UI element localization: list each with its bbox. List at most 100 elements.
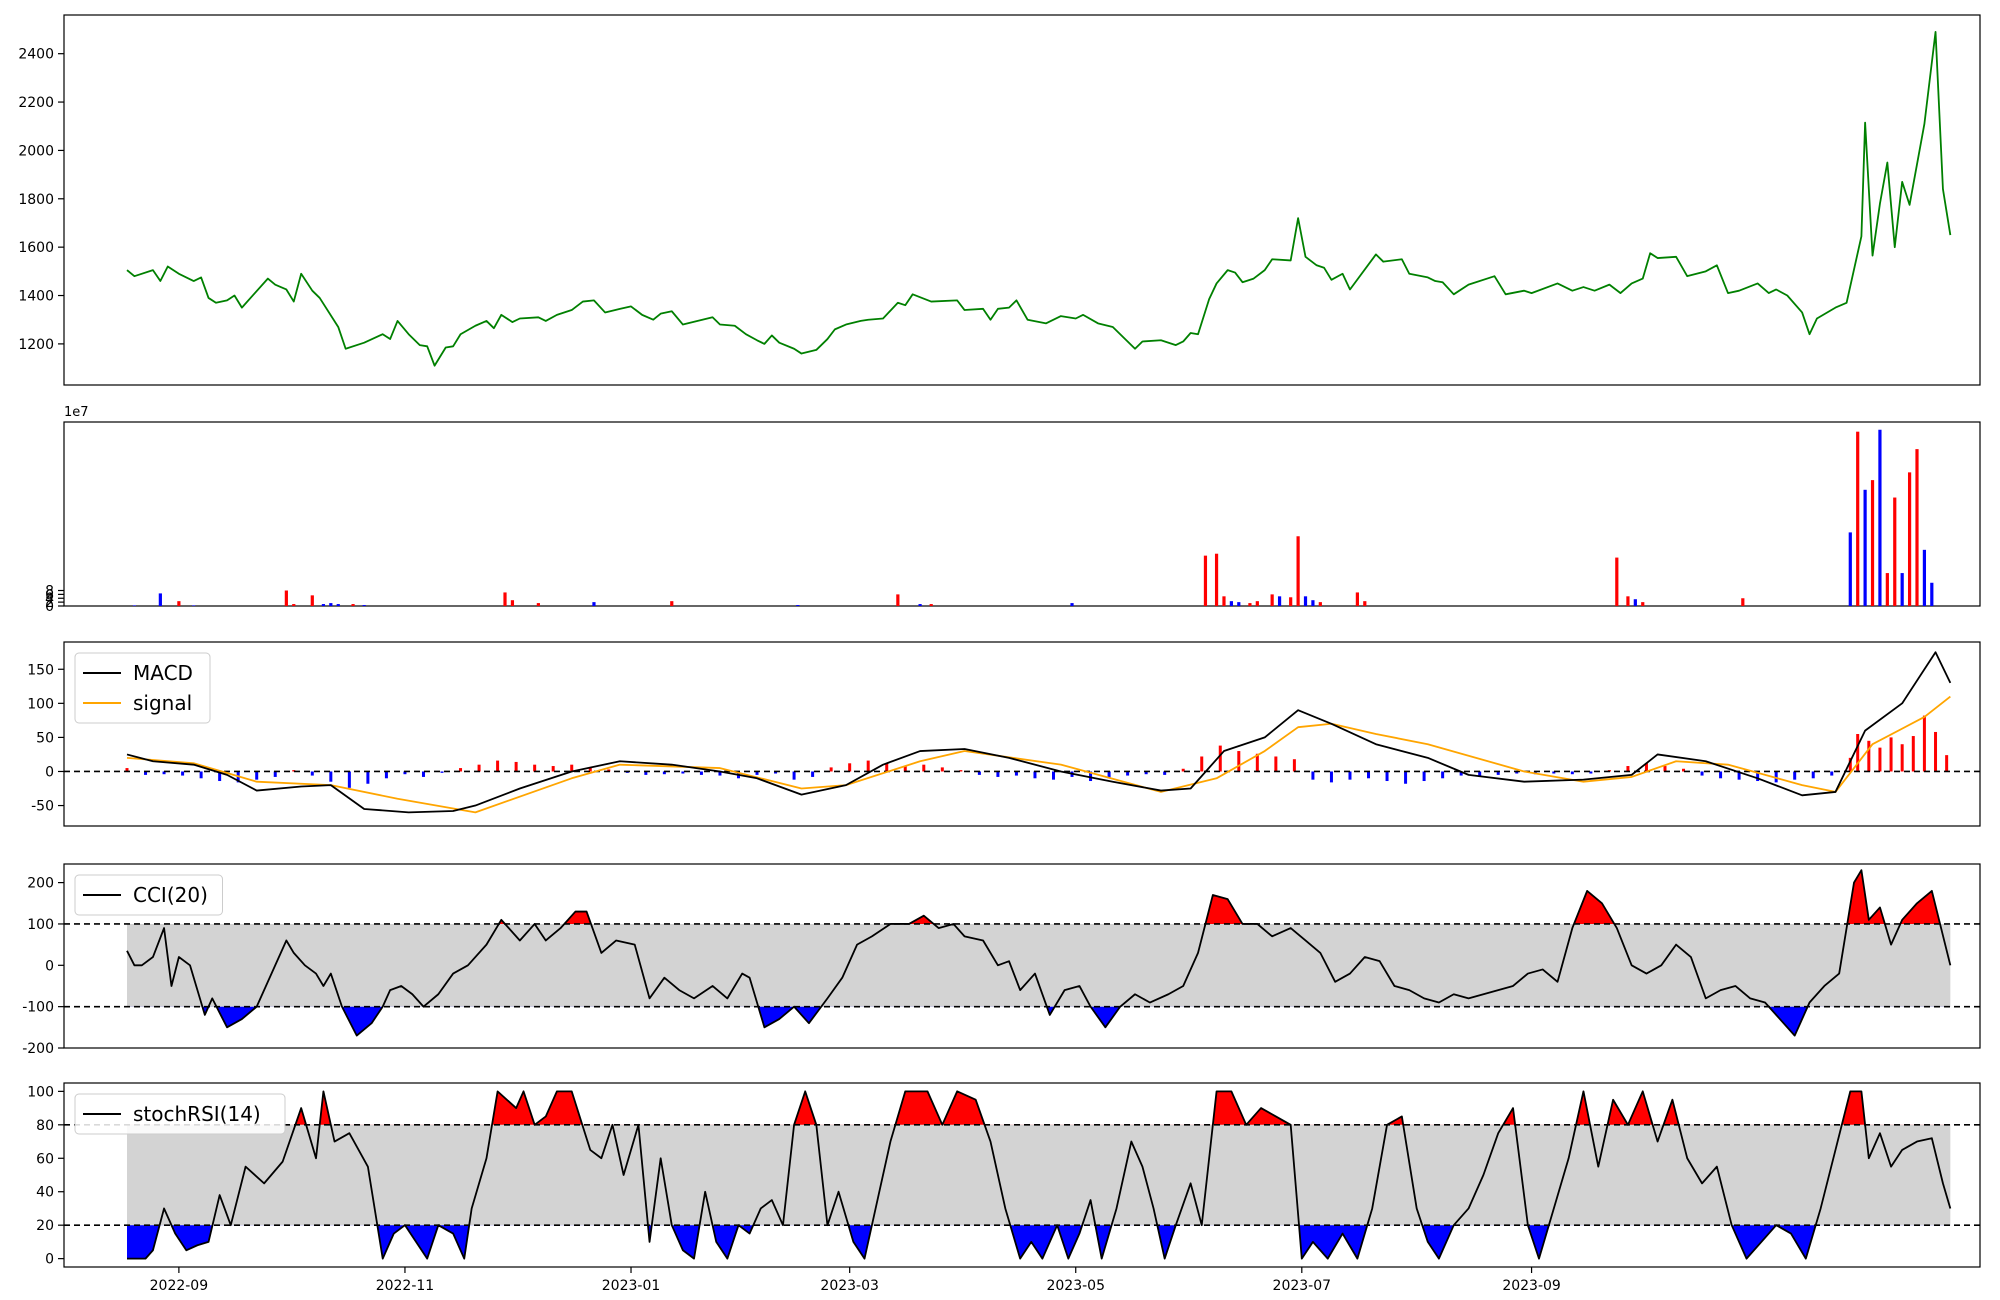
cci-ytick-label: 100 [27,917,54,933]
volume-ytick-label: 2 [45,595,54,611]
macd-histogram-bar [1144,771,1148,775]
volume-bar [1626,596,1630,606]
price-line [126,31,1952,367]
macd-histogram-bar [1663,766,1667,772]
volume-bar [1070,603,1074,606]
price-ytick-label: 1200 [18,337,54,353]
macd-histogram-bar [144,771,148,775]
macd-histogram-bar [533,764,537,772]
macd-histogram-bar [1570,771,1574,775]
macd-histogram-bar [1811,771,1815,779]
macd-histogram-bar [681,771,685,774]
macd-histogram-bar [903,766,907,772]
macd-histogram-bar [1848,757,1852,772]
macd-histogram-bar [1934,731,1938,772]
macd-histogram-bar [1126,771,1130,776]
volume-bar [1930,582,1934,606]
volume-bar [1615,557,1619,606]
macd-histogram-bar [1089,771,1093,782]
macd-histogram-bar [1404,771,1408,784]
volume-bar [1900,573,1904,606]
stochrsi-band [127,1124,1951,1226]
macd-histogram-bar [1552,771,1556,774]
macd-histogram-bar [496,760,500,772]
volume-bar [177,601,181,606]
macd-histogram-bar [403,771,407,775]
macd-histogram-bar [718,771,722,776]
stochrsi-ytick-label: 20 [36,1218,54,1234]
macd-histogram-bar [1700,771,1704,776]
xtick-label: 2022-09 [150,1278,209,1294]
macd-histogram-bar [1329,771,1333,783]
cci-legend-label: CCI(20) [133,883,208,907]
volume-bar [1863,489,1867,606]
macd-histogram-bar [329,771,333,782]
macd-histogram-bar [1900,744,1904,772]
price-ytick-label: 1400 [18,289,54,305]
macd-histogram-bar [1589,771,1593,774]
macd-histogram-bar [421,771,425,777]
macd-histogram-bar [1682,768,1686,772]
volume-bar [1907,472,1912,606]
macd-histogram-bar [1348,771,1352,780]
volume-bar [1289,597,1293,606]
macd-histogram-bar [1515,771,1519,774]
macd-histogram-bar [644,771,648,775]
macd-histogram-bar [1441,771,1445,779]
macd-histogram-bar [1945,755,1949,772]
stochrsi-ytick-label: 40 [36,1185,54,1201]
volume-bar [1870,480,1875,606]
macd-ytick-label: 100 [27,696,54,712]
volume-bar [896,594,900,606]
cci-band [127,923,1951,1007]
volume-bar [1641,602,1645,606]
macd-histogram-bar [255,771,259,780]
macd-histogram-bar [1200,756,1204,772]
macd-histogram-bar [1719,771,1723,779]
stochrsi-ytick-label: 80 [36,1118,54,1134]
volume-bar [158,593,162,606]
price-ytick-label: 2200 [18,95,54,111]
macd-ytick-label: 150 [27,662,54,678]
macd-histogram-bar [440,771,444,773]
volume-bar [1311,600,1315,606]
macd-histogram-bar [774,771,778,774]
macd-histogram-bar [1774,771,1778,783]
volume-bar [1355,592,1359,606]
macd-histogram-bar [977,771,981,775]
macd-histogram-bar [1922,715,1926,772]
volume-bar [1318,602,1322,606]
macd-histogram-bar [1107,771,1111,779]
volume-bar [1893,497,1897,606]
volume-bar [292,604,296,606]
macd-ytick-label: 50 [36,730,54,746]
macd-histogram-bar [940,767,944,772]
volume-bar [536,603,540,606]
macd-histogram-bar [273,771,277,777]
macd-histogram-bar [755,771,759,775]
xtick-label: 2023-05 [1046,1278,1105,1294]
cci-ytick-label: -200 [22,1041,54,1057]
macd-histogram-bar [1878,747,1882,772]
volume-bar [1229,601,1233,606]
signal-line [126,695,1951,814]
cci-below-fill [202,1006,1808,1036]
volume-bar [362,605,366,606]
macd-histogram-bar [1292,759,1296,772]
stochrsi-line [127,1090,1952,1260]
price-ytick-label: 1600 [18,240,54,256]
macd-histogram-bar [792,771,796,780]
volume-bar [1296,536,1300,606]
volume-bar [336,604,340,606]
macd-histogram-bar [885,763,889,772]
volume-bar [310,595,314,606]
volume-bar [1885,573,1889,606]
volume-bar [1248,603,1252,606]
macd-histogram-bar [1793,771,1797,780]
price-ytick-label: 2000 [18,143,54,159]
macd-histogram-bar [1737,771,1741,780]
volume-bar [321,604,326,606]
volume-bar [1270,594,1274,606]
macd-histogram-bar [1422,771,1426,782]
